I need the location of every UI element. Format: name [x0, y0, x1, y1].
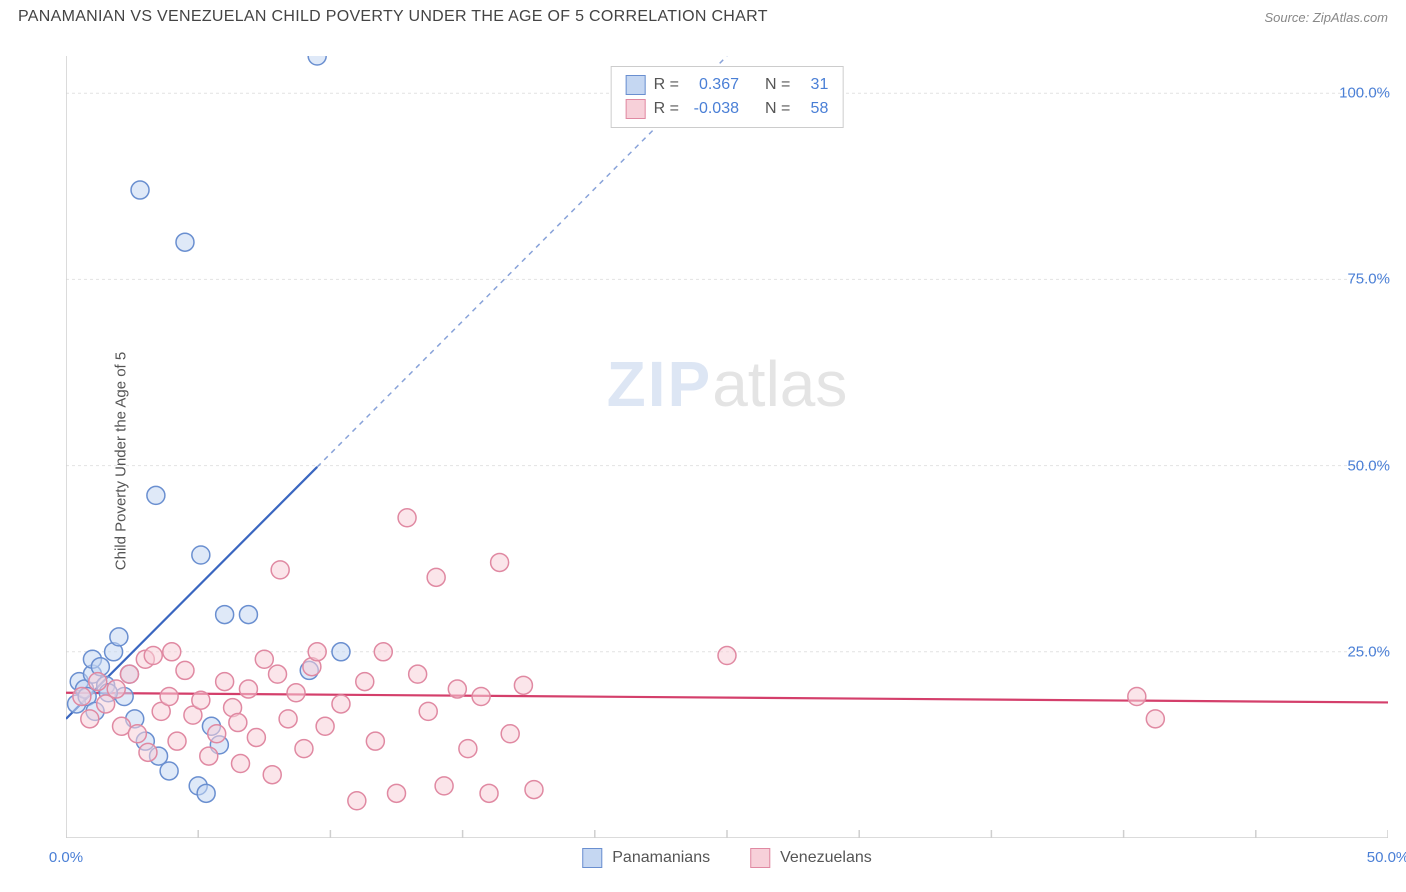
r-value: 0.367 — [687, 73, 739, 97]
data-point-venezuelan — [525, 781, 543, 799]
data-point-venezuelan — [514, 676, 532, 694]
data-point-venezuelan — [366, 732, 384, 750]
chart-plot-area: ZIPatlas 25.0%50.0%75.0%100.0%0.0%50.0% … — [66, 56, 1388, 838]
n-label: N = — [765, 97, 790, 121]
chart-title: PANAMANIAN VS VENEZUELAN CHILD POVERTY U… — [18, 8, 768, 26]
data-point-venezuelan — [409, 665, 427, 683]
data-point-panamanian — [131, 181, 149, 199]
data-point-venezuelan — [229, 714, 247, 732]
data-point-venezuelan — [295, 740, 313, 758]
legend-swatch — [582, 848, 602, 868]
data-point-panamanian — [216, 606, 234, 624]
data-point-venezuelan — [332, 695, 350, 713]
data-point-venezuelan — [144, 647, 162, 665]
n-label: N = — [765, 73, 790, 97]
data-point-venezuelan — [89, 673, 107, 691]
y-tick-label: 75.0% — [1347, 271, 1390, 288]
data-point-venezuelan — [501, 725, 519, 743]
data-point-venezuelan — [120, 665, 138, 683]
stats-row: R = -0.038 N = 58 — [626, 97, 829, 121]
legend-label: Venezuelans — [780, 849, 872, 867]
data-point-panamanian — [332, 643, 350, 661]
data-point-venezuelan — [160, 687, 178, 705]
data-point-venezuelan — [435, 777, 453, 795]
stats-legend-box: R = 0.367 N = 31 R = -0.038 N = 58 — [611, 66, 844, 128]
data-point-venezuelan — [1146, 710, 1164, 728]
legend-item: Panamanians — [582, 848, 710, 868]
y-tick-label: 100.0% — [1339, 85, 1390, 102]
x-tick-label: 0.0% — [49, 849, 83, 866]
data-point-venezuelan — [480, 784, 498, 802]
data-point-venezuelan — [316, 717, 334, 735]
stats-row: R = 0.367 N = 31 — [626, 73, 829, 97]
r-label: R = — [654, 73, 679, 97]
x-tick-label: 50.0% — [1367, 849, 1406, 866]
data-point-venezuelan — [208, 725, 226, 743]
data-point-venezuelan — [163, 643, 181, 661]
data-point-panamanian — [197, 784, 215, 802]
data-point-venezuelan — [448, 680, 466, 698]
data-point-panamanian — [239, 606, 257, 624]
data-point-venezuelan — [128, 725, 146, 743]
r-value: -0.038 — [687, 97, 739, 121]
data-point-venezuelan — [232, 755, 250, 773]
data-point-venezuelan — [419, 702, 437, 720]
data-point-venezuelan — [491, 553, 509, 571]
data-point-venezuelan — [472, 687, 490, 705]
y-tick-label: 25.0% — [1347, 643, 1390, 660]
data-point-venezuelan — [356, 673, 374, 691]
legend-label: Panamanians — [612, 849, 710, 867]
data-point-venezuelan — [459, 740, 477, 758]
data-point-venezuelan — [263, 766, 281, 784]
data-point-venezuelan — [388, 784, 406, 802]
data-point-panamanian — [176, 233, 194, 251]
data-point-venezuelan — [427, 568, 445, 586]
data-point-venezuelan — [308, 643, 326, 661]
data-point-panamanian — [308, 56, 326, 65]
chart-svg — [66, 56, 1388, 838]
data-point-panamanian — [110, 628, 128, 646]
data-point-venezuelan — [73, 687, 91, 705]
chart-container: Child Poverty Under the Age of 5 ZIPatla… — [18, 48, 1388, 874]
n-value: 31 — [798, 73, 828, 97]
data-point-venezuelan — [374, 643, 392, 661]
series-legend: Panamanians Venezuelans — [582, 848, 871, 868]
data-point-venezuelan — [269, 665, 287, 683]
data-point-venezuelan — [271, 561, 289, 579]
data-point-venezuelan — [81, 710, 99, 728]
data-point-venezuelan — [107, 680, 125, 698]
data-point-venezuelan — [200, 747, 218, 765]
data-point-venezuelan — [216, 673, 234, 691]
data-point-venezuelan — [718, 647, 736, 665]
legend-swatch — [750, 848, 770, 868]
data-point-panamanian — [147, 486, 165, 504]
data-point-panamanian — [160, 762, 178, 780]
data-point-venezuelan — [192, 691, 210, 709]
legend-item: Venezuelans — [750, 848, 872, 868]
data-point-venezuelan — [398, 509, 416, 527]
data-point-venezuelan — [279, 710, 297, 728]
legend-swatch — [626, 99, 646, 119]
data-point-venezuelan — [255, 650, 273, 668]
data-point-venezuelan — [239, 680, 257, 698]
data-point-venezuelan — [176, 661, 194, 679]
legend-swatch — [626, 75, 646, 95]
data-point-panamanian — [192, 546, 210, 564]
y-tick-label: 50.0% — [1347, 457, 1390, 474]
data-point-venezuelan — [1128, 687, 1146, 705]
data-point-venezuelan — [287, 684, 305, 702]
data-point-venezuelan — [247, 728, 265, 746]
n-value: 58 — [798, 97, 828, 121]
data-point-venezuelan — [348, 792, 366, 810]
r-label: R = — [654, 97, 679, 121]
data-point-venezuelan — [139, 743, 157, 761]
data-point-venezuelan — [168, 732, 186, 750]
chart-source: Source: ZipAtlas.com — [1264, 10, 1388, 25]
